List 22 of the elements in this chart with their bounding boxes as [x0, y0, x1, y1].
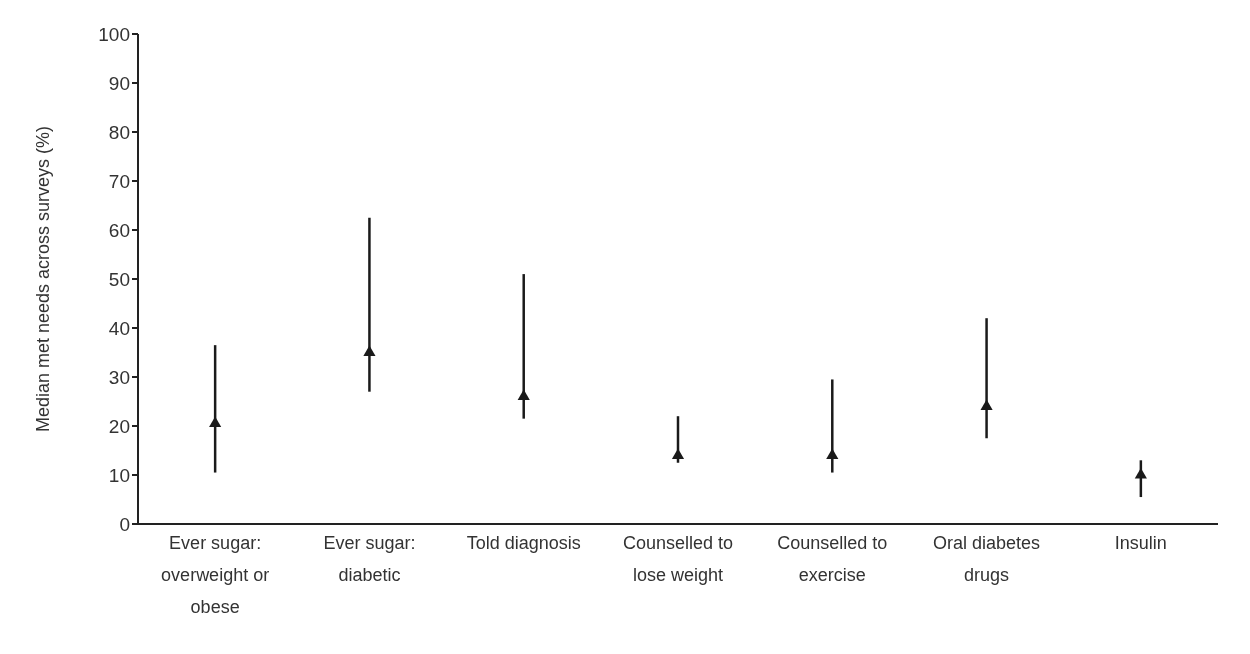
y-tick-label: 100	[98, 23, 130, 45]
x-tick-label: Oral diabetes drugs	[933, 532, 1041, 585]
x-tick-label: Counselled to lose weight	[622, 532, 734, 585]
point	[363, 345, 376, 357]
x-tick-label: Ever sugar: overweight or obese	[161, 532, 270, 617]
y-tick-label: 60	[108, 219, 130, 241]
y-tick-label: 10	[108, 464, 130, 486]
x-tick-label: Counselled to exercise	[777, 532, 888, 585]
y-tick-label: 30	[108, 366, 130, 388]
y-tick-label: 0	[119, 513, 130, 535]
y-tick-label: 20	[108, 415, 130, 437]
y-tick-label: 90	[108, 72, 130, 94]
y-tick-label: 40	[108, 317, 130, 339]
y-tick-label: 80	[108, 121, 130, 143]
y-tick-label: 50	[108, 268, 130, 290]
y-axis-title: Median met needs across surveys (%)	[33, 125, 54, 433]
x-tick-label: Insulin	[1114, 532, 1167, 553]
point	[671, 448, 685, 459]
y-tick-label: 70	[108, 170, 130, 192]
point	[980, 399, 993, 410]
x-tick-label: Told diagnosis	[466, 532, 581, 553]
x-tick-label: Ever sugar: diabetic	[323, 532, 416, 585]
